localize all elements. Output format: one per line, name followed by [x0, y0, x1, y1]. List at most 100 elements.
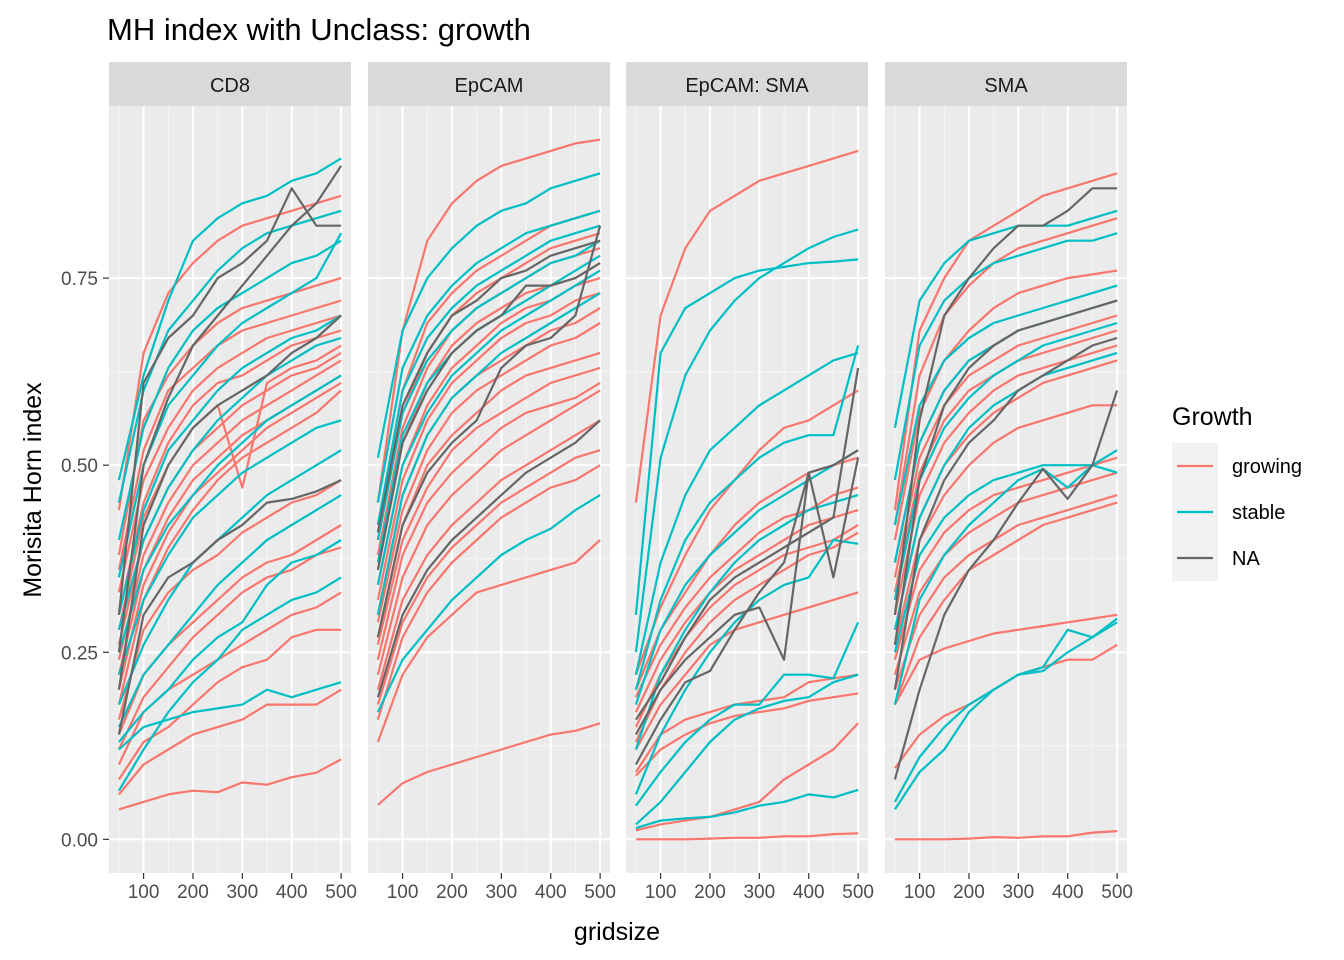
facet-strip: [626, 62, 868, 106]
x-tick-label: 300: [485, 882, 517, 903]
series-line: [376, 138, 601, 503]
series-line: [117, 359, 342, 660]
series-line: [376, 351, 601, 638]
facet-panel: EpCAM: SMA 100 200 300 400 500: [626, 62, 874, 903]
facet-panel: EpCAM 100 200 300 400 500: [368, 62, 616, 903]
series-line: [376, 449, 601, 705]
series-line: [376, 292, 601, 601]
series-line: [118, 758, 342, 811]
series-line: [118, 688, 342, 796]
series-line: [376, 292, 601, 616]
x-tick-label: 500: [842, 882, 874, 903]
facet-strip-label: EpCAM: SMA: [685, 75, 809, 97]
y-tick-label: 0.25: [61, 643, 98, 664]
series-line: [634, 351, 859, 675]
x-tick-label: 300: [1002, 882, 1034, 903]
x-tick-label: 100: [128, 882, 160, 903]
series-line: [893, 351, 1118, 631]
series-line: [117, 314, 342, 690]
legend: Growth growing stable NA: [1172, 403, 1302, 581]
series-line: [376, 322, 601, 623]
series-line: [893, 232, 1118, 481]
series-line: [894, 830, 1118, 841]
x-tick-label: 100: [387, 882, 419, 903]
series-line: [376, 172, 601, 458]
series-line: [893, 464, 1118, 705]
series-line: [635, 722, 859, 832]
x-tick-label: 500: [1101, 882, 1133, 903]
panel-background: [626, 106, 868, 873]
facet-panel: CD8 100 200 300 400 500: [109, 62, 357, 903]
series-line: [893, 172, 1118, 511]
legend-label: stable: [1232, 502, 1285, 524]
series-line: [635, 621, 860, 807]
series-line: [376, 262, 601, 571]
series-line: [634, 449, 859, 705]
series-line: [376, 209, 601, 503]
facet-strip: [368, 62, 610, 106]
series-line: [117, 389, 342, 705]
legend-title: Growth: [1172, 403, 1253, 431]
series-line: [893, 494, 1118, 691]
series-line: [634, 389, 859, 676]
panel-background: [885, 106, 1127, 873]
series-line: [117, 494, 342, 728]
chart-title: MH index with Unclass: growth: [107, 12, 531, 47]
series-line: [117, 546, 342, 750]
x-tick-label: 500: [584, 882, 616, 903]
series-line: [117, 479, 342, 735]
series-line: [376, 239, 601, 541]
x-axis-title: gridsize: [574, 918, 660, 946]
series-line: [376, 419, 601, 690]
y-tick-label: 0.00: [61, 830, 98, 851]
series-line: [376, 381, 601, 660]
series-line: [893, 269, 1118, 541]
facet-panel: SMA 100 200 300 400 500: [885, 62, 1133, 903]
series-line: [893, 501, 1118, 705]
series-line: [117, 449, 342, 706]
panel-background: [109, 106, 351, 873]
series-line: [893, 314, 1118, 578]
series-line: [893, 336, 1118, 690]
series-line: [117, 314, 342, 593]
facet-strip: [885, 62, 1127, 106]
x-tick-label: 300: [226, 882, 258, 903]
x-tick-label: 200: [694, 882, 726, 903]
x-tick-label: 400: [1052, 882, 1084, 903]
series-line: [634, 149, 859, 503]
series-line: [376, 494, 601, 713]
series-line: [376, 464, 601, 720]
legend-label: growing: [1232, 456, 1302, 478]
series-line: [634, 258, 859, 615]
series-line: [634, 591, 859, 751]
x-tick-label: 200: [436, 882, 468, 903]
series-line: [893, 299, 1118, 645]
series-line: [634, 345, 860, 690]
x-tick-label: 400: [535, 882, 567, 903]
series-line: [376, 225, 602, 638]
series-line: [634, 486, 859, 698]
series-line: [376, 366, 601, 646]
series-line: [893, 617, 1118, 811]
series-line: [117, 232, 343, 578]
series-line: [376, 224, 601, 526]
y-tick-label: 0.75: [61, 269, 98, 290]
series-line: [118, 681, 342, 751]
x-tick-label: 400: [276, 882, 308, 903]
series-line: [893, 217, 1118, 526]
series-line: [634, 228, 859, 653]
series-line: [117, 157, 342, 481]
series-line: [117, 628, 342, 781]
series-line: [634, 524, 859, 728]
series-line: [117, 381, 342, 690]
series-line: [117, 314, 342, 616]
series-line: [117, 576, 342, 792]
facet-strip-label: SMA: [984, 75, 1028, 97]
series-line: [893, 209, 1118, 429]
y-tick-label: 0.50: [61, 456, 98, 477]
series-line: [117, 165, 343, 653]
y-axis: 0.00 0.25 0.50 0.75: [61, 269, 109, 851]
series-line: [117, 419, 342, 676]
